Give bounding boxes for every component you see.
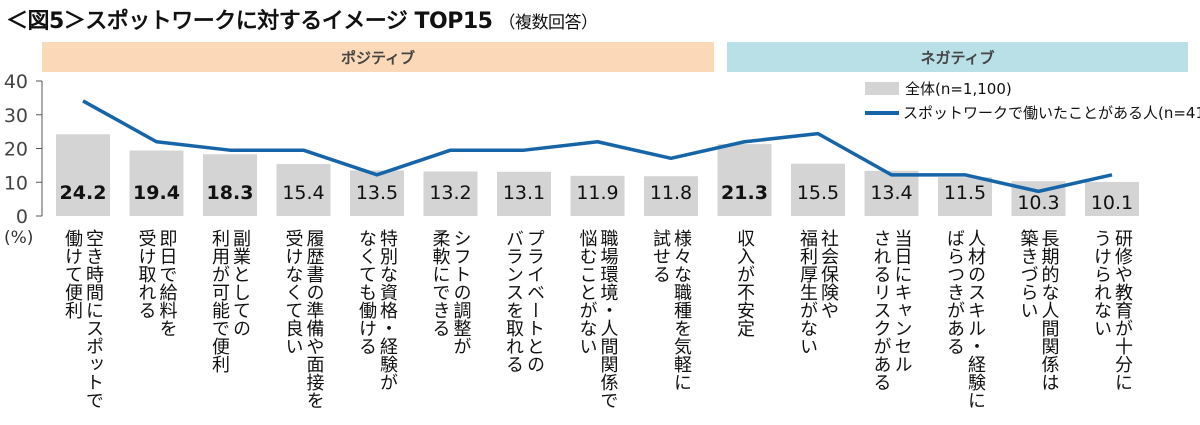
- category-label: 副業としての 利用が可能で便利: [209, 229, 251, 373]
- bar-value-label: 10.1: [1091, 192, 1133, 214]
- bar-value-label: 15.4: [282, 182, 324, 204]
- legend-bar-label: 全体(n=1,100): [905, 80, 1012, 98]
- category-label: 空き時間にスポットで 働けて便利: [62, 229, 104, 409]
- category-label: プライベートとの バランスを取れる: [503, 229, 545, 373]
- category-label: 様々な職種を気軽に 試せる: [650, 229, 692, 391]
- subtitle: （複数回答）: [498, 13, 598, 33]
- bar: [644, 176, 698, 216]
- y-tick-label: 0: [16, 206, 28, 228]
- bar-value-label: 19.4: [133, 182, 180, 204]
- bar: [497, 171, 551, 216]
- bar: [350, 170, 404, 216]
- bar: [864, 170, 919, 216]
- bar: [938, 177, 992, 216]
- legend-bar-swatch: [865, 82, 899, 95]
- bar: [717, 144, 772, 216]
- bar-value-label: 13.1: [503, 182, 545, 204]
- legend-item-bar: 全体(n=1,100): [865, 78, 1012, 99]
- bar-value-label: 13.5: [356, 182, 398, 204]
- category-label: 特別な資格・経験が なくても働ける: [356, 229, 398, 391]
- y-tick-label: 10: [4, 172, 28, 194]
- legend-item-line: スポットワークで働いたことがある人(n=41): [865, 102, 1200, 123]
- category-label: 即日で給料を 受け取れる: [135, 229, 178, 337]
- negative-group-band: ネガティブ: [727, 42, 1188, 72]
- category-label: シフトの調整が 柔軟にできる: [429, 229, 472, 355]
- legend-line-swatch: [865, 110, 899, 115]
- positive-group-band: ポジティブ: [42, 42, 714, 72]
- bar-value-label: 13.2: [429, 182, 471, 204]
- category-label: 職場環境・人間関係で 悩むことがない: [576, 229, 619, 409]
- y-tick-label: 20: [4, 139, 28, 161]
- bar-value-label: 24.2: [60, 182, 107, 204]
- bar: [129, 150, 184, 216]
- y-tick-label: 40: [4, 71, 28, 93]
- category-label: 当日にキャンセル されるリスクがある: [870, 229, 913, 391]
- bar-value-label: 10.3: [1017, 192, 1059, 214]
- category-label: 長期的な人間関係は 築きづらい: [1017, 229, 1060, 391]
- bar-value-label: 11.5: [944, 182, 986, 204]
- title-text: ＜図5＞スポットワークに対するイメージ TOP15: [6, 9, 493, 34]
- category-label: 研修や教育が十分に うけられない: [1091, 229, 1133, 391]
- bar: [56, 134, 110, 216]
- bar-value-label: 21.3: [721, 182, 768, 204]
- category-label: 履歴書の準備や面接を 受けなくて良い: [282, 229, 325, 409]
- chart-title: ＜図5＞スポットワークに対するイメージ TOP15 （複数回答）: [6, 3, 598, 35]
- category-label: 人材のスキル・経験に ばらつきがある: [944, 229, 986, 409]
- bar: [423, 171, 478, 216]
- bar: [791, 163, 845, 216]
- y-tick-label: 30: [4, 105, 28, 127]
- bar-value-label: 11.9: [576, 182, 618, 204]
- category-label: 社会保険や 福利厚生がない: [797, 229, 839, 355]
- bar: [570, 175, 625, 216]
- bar: [203, 154, 257, 216]
- bar-value-label: 11.8: [650, 182, 692, 204]
- bar: [276, 164, 331, 216]
- category-label: 収入が不安定: [734, 229, 755, 337]
- legend-line-label: スポットワークで働いたことがある人(n=41): [903, 104, 1200, 122]
- y-axis-unit: (%): [4, 228, 34, 248]
- bar-value-label: 18.3: [207, 182, 254, 204]
- bar: [1085, 181, 1139, 216]
- bar-value-label: 13.4: [870, 182, 912, 204]
- bar-value-label: 15.5: [797, 182, 839, 204]
